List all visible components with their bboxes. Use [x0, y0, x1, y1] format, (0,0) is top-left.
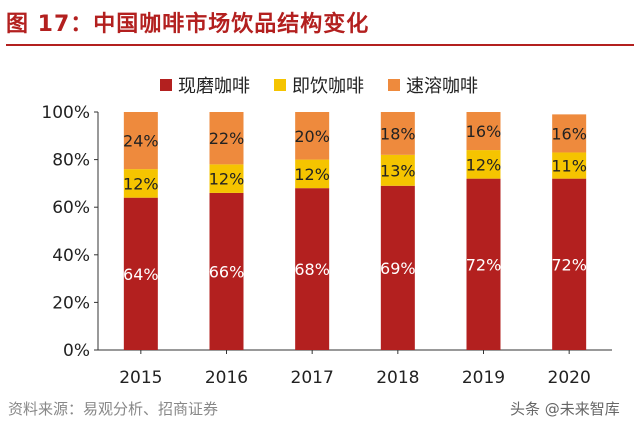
bar-segment [123, 112, 158, 170]
bar-segment [295, 159, 330, 189]
bar-data-label: 12% [123, 174, 159, 193]
bar-segment [295, 112, 330, 160]
bar-data-label: 11% [551, 157, 587, 176]
bar-segment [552, 178, 587, 350]
bar-segment [209, 164, 244, 193]
y-tick-label: 80% [52, 151, 90, 171]
bar-segment [466, 150, 501, 179]
bar-data-label: 22% [209, 129, 245, 148]
title-rule [6, 44, 634, 46]
bar-data-label: 72% [466, 255, 502, 274]
bar-data-label: 72% [551, 255, 587, 274]
legend-swatch-rtd [274, 79, 286, 91]
x-tick-label: 2018 [376, 368, 419, 388]
y-tick-label: 60% [52, 198, 90, 218]
bar-segment [380, 112, 415, 155]
watermark: 头条 @未来智库 [510, 400, 620, 418]
bar-segment [380, 154, 415, 186]
source-note: 资料来源：易观分析、招商证券 [8, 400, 219, 418]
x-tick-label: 2015 [119, 368, 162, 388]
bar-segment [209, 192, 244, 350]
y-tick-label: 0% [63, 341, 90, 361]
y-tick-label: 40% [52, 246, 90, 266]
legend: 现磨咖啡 即饮咖啡 速溶咖啡 [160, 72, 478, 98]
bar-data-label: 20% [294, 127, 330, 146]
bar-segment [123, 169, 158, 198]
bar-segment [209, 112, 244, 165]
bar-data-label: 24% [123, 132, 159, 151]
bar-segment [466, 178, 501, 350]
legend-swatch-fresh [160, 79, 172, 91]
legend-swatch-instant [388, 79, 400, 91]
bar-data-label: 64% [123, 265, 159, 284]
bar-data-label: 13% [380, 161, 416, 180]
bar-data-label: 16% [466, 122, 502, 141]
legend-item-rtd: 即饮咖啡 [274, 72, 364, 98]
bar-data-label: 12% [466, 155, 502, 174]
y-tick-label: 20% [52, 293, 90, 313]
legend-label-instant: 速溶咖啡 [406, 76, 478, 97]
y-tick-label: 100% [41, 103, 90, 123]
bar-segment [552, 152, 587, 179]
x-tick-label: 2019 [462, 368, 505, 388]
bar-data-label: 16% [551, 124, 587, 143]
bar-data-label: 12% [209, 170, 245, 189]
x-tick-label: 2017 [291, 368, 334, 388]
bar-segment [380, 185, 415, 350]
bar-segment [123, 197, 158, 350]
bar-data-label: 18% [380, 124, 416, 143]
bar-data-label: 68% [294, 260, 330, 279]
legend-item-fresh: 现磨咖啡 [160, 72, 250, 98]
bar-data-label: 12% [294, 165, 330, 184]
bar-segment [552, 114, 587, 153]
legend-label-fresh: 现磨咖啡 [178, 76, 250, 97]
figure-title: 图 17：中国咖啡市场饮品结构变化 [6, 12, 370, 37]
bar-data-label: 69% [380, 259, 416, 278]
x-tick-label: 2016 [205, 368, 248, 388]
bar-segment [466, 112, 501, 151]
legend-item-instant: 速溶咖啡 [388, 72, 478, 98]
legend-label-rtd: 即饮咖啡 [292, 76, 364, 97]
bar-segment [295, 188, 330, 350]
x-tick-label: 2020 [548, 368, 591, 388]
bar-data-label: 66% [209, 262, 245, 281]
